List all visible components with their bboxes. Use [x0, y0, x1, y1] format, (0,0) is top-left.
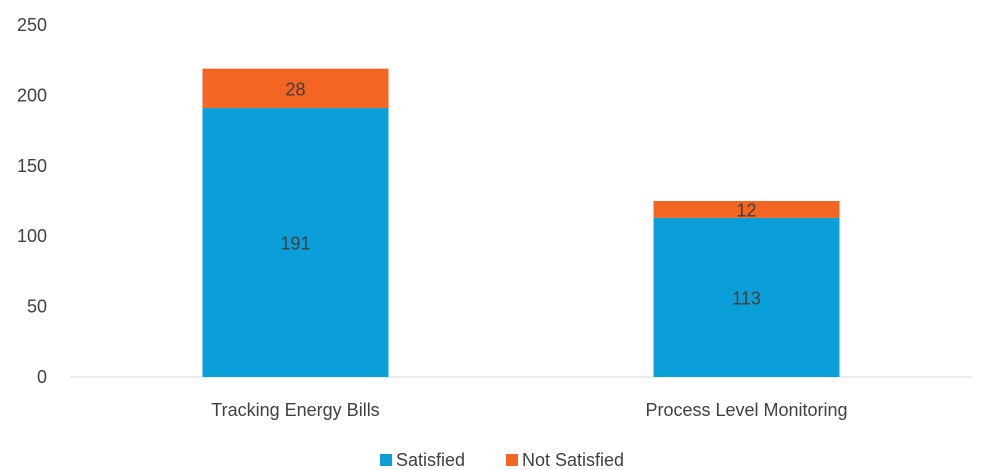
bar-segment-satisfied — [202, 108, 389, 378]
y-tick-label: 0 — [37, 367, 47, 387]
y-tick-label: 150 — [17, 156, 47, 176]
legend-swatch — [506, 454, 518, 466]
bar-segment-not-satisfied — [202, 68, 389, 109]
y-tick-label: 100 — [17, 226, 47, 246]
data-label: 28 — [285, 79, 305, 99]
y-tick-label: 50 — [27, 297, 47, 317]
data-label: 191 — [280, 234, 310, 254]
legend: Satisfied Not Satisfied — [380, 450, 624, 470]
y-tick-label: 250 — [17, 15, 47, 35]
x-category-label: Process Level Monitoring — [645, 400, 847, 420]
bar-segment-satisfied — [653, 217, 840, 377]
bars: 191 28 113 12 — [202, 68, 840, 378]
data-label: 12 — [736, 200, 756, 220]
category-labels: Tracking Energy Bills Process Level Monit… — [211, 400, 847, 420]
y-tick-label: 200 — [17, 85, 47, 105]
y-axis-ticks: 0 50 100 150 200 250 — [17, 15, 47, 387]
legend-label: Satisfied — [396, 450, 465, 470]
legend-label: Not Satisfied — [522, 450, 624, 470]
x-category-label: Tracking Energy Bills — [211, 400, 379, 420]
bar-segment-not-satisfied — [653, 201, 840, 218]
data-label: 113 — [732, 288, 761, 308]
legend-swatch — [380, 454, 392, 466]
